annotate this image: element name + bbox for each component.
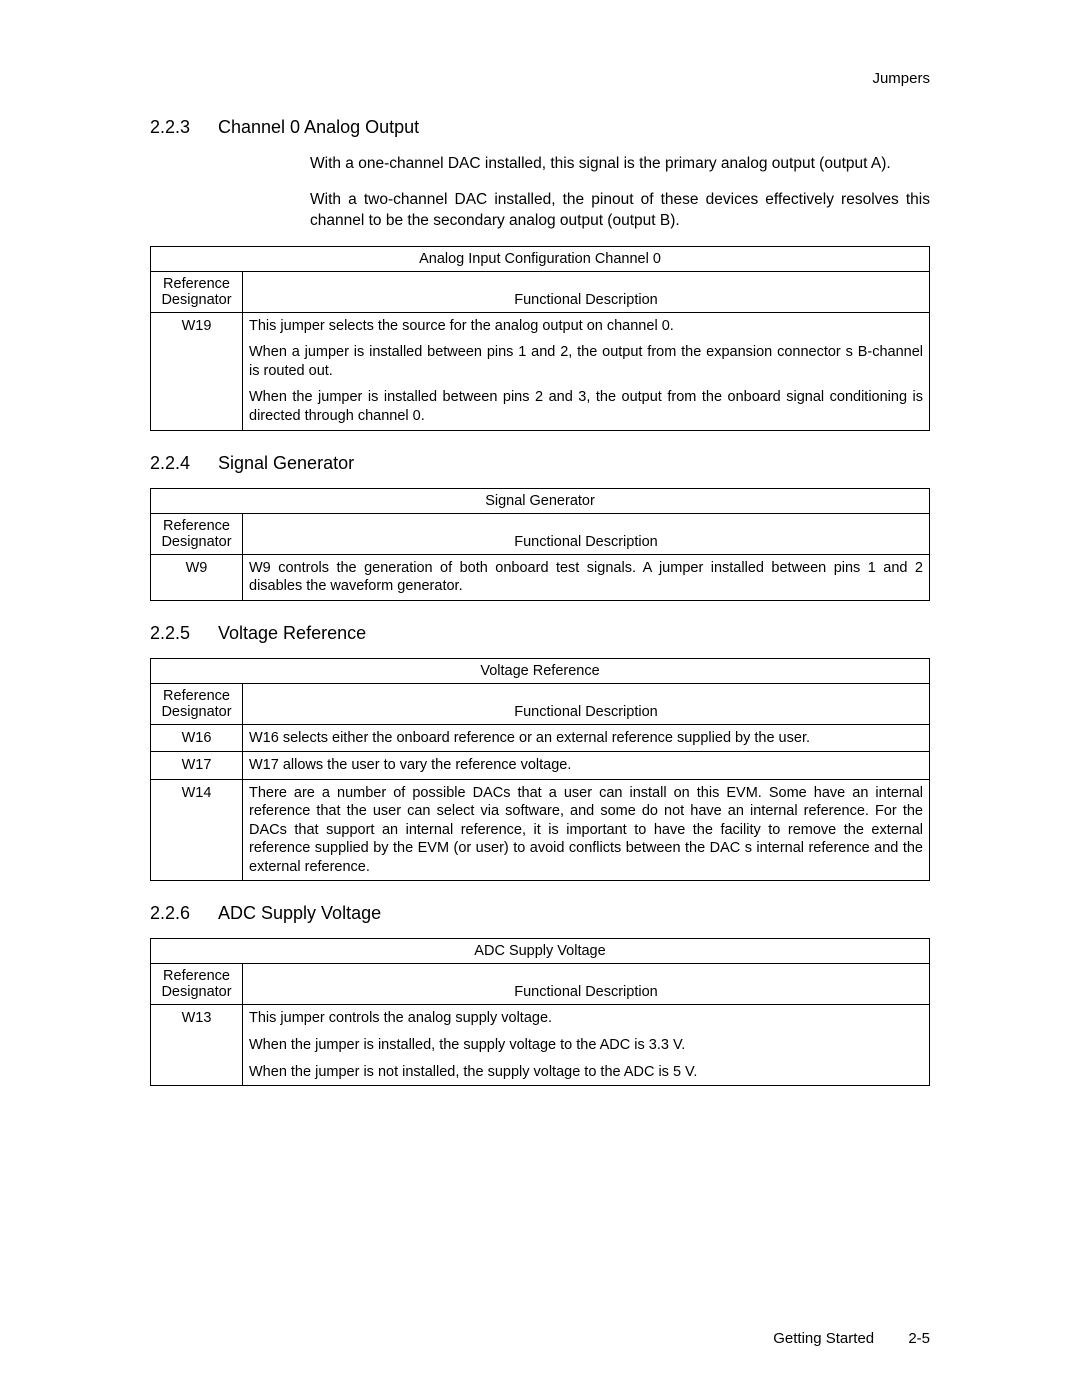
table-col-desc: Functional Description [243,513,930,554]
table-ref: W16 [151,724,243,752]
table-title: Signal Generator [151,488,930,513]
table-col-desc: Functional Description [243,271,930,312]
section-heading-225: 2.2.5 Voltage Reference [150,623,930,644]
table-col-ref: Reference Designator [151,271,243,312]
footer-page-number: 2-5 [908,1330,930,1347]
table-signal-generator: Signal Generator Reference Designator Fu… [150,488,930,601]
section-heading-223: 2.2.3 Channel 0 Analog Output [150,117,930,138]
table-col-ref: Reference Designator [151,513,243,554]
table-voltage-reference: Voltage Reference Reference Designator F… [150,658,930,882]
section-heading-226: 2.2.6 ADC Supply Voltage [150,903,930,924]
section-number: 2.2.6 [150,903,200,924]
table-col-desc: Functional Description [243,683,930,724]
table-cell: There are a number of possible DACs that… [243,779,930,881]
section-title: Signal Generator [218,453,354,474]
table-title: Analog Input Configuration Channel 0 [151,246,930,271]
section-heading-224: 2.2.4 Signal Generator [150,453,930,474]
table-ref: W14 [151,779,243,881]
section-title: ADC Supply Voltage [218,903,381,924]
table-ref: W17 [151,752,243,780]
page: Jumpers 2.2.3 Channel 0 Analog Output Wi… [0,0,1080,1397]
table-cell: W17 allows the user to vary the referenc… [243,752,930,780]
table-cell: When the jumper is installed between pin… [243,384,930,430]
table-cell: When the jumper is installed, the supply… [243,1032,930,1059]
section-title: Channel 0 Analog Output [218,117,419,138]
table-col-ref: Reference Designator [151,964,243,1005]
section-number: 2.2.5 [150,623,200,644]
table-title: Voltage Reference [151,658,930,683]
section-number: 2.2.3 [150,117,200,138]
table-ref: W9 [151,554,243,600]
paragraph: With a two-channel DAC installed, the pi… [310,190,930,232]
paragraph: With a one-channel DAC installed, this s… [310,154,930,175]
table-cell: This jumper selects the source for the a… [243,312,930,339]
table-cell: This jumper controls the analog supply v… [243,1005,930,1032]
table-adc-supply: ADC Supply Voltage Reference Designator … [150,938,930,1086]
page-header-right: Jumpers [150,70,930,87]
table-ref: W13 [151,1005,243,1086]
table-cell: W9 controls the generation of both onboa… [243,554,930,600]
table-cell: W16 selects either the onboard reference… [243,724,930,752]
table-cell: When the jumper is not installed, the su… [243,1059,930,1086]
footer-label: Getting Started [773,1330,874,1347]
section-number: 2.2.4 [150,453,200,474]
table-title: ADC Supply Voltage [151,939,930,964]
table-col-desc: Functional Description [243,964,930,1005]
table-col-ref: Reference Designator [151,683,243,724]
table-ref: W19 [151,312,243,430]
section-title: Voltage Reference [218,623,366,644]
page-footer: Getting Started 2-5 [150,1330,930,1347]
table-cell: When a jumper is installed between pins … [243,339,930,384]
table-analog-input: Analog Input Configuration Channel 0 Ref… [150,246,930,431]
